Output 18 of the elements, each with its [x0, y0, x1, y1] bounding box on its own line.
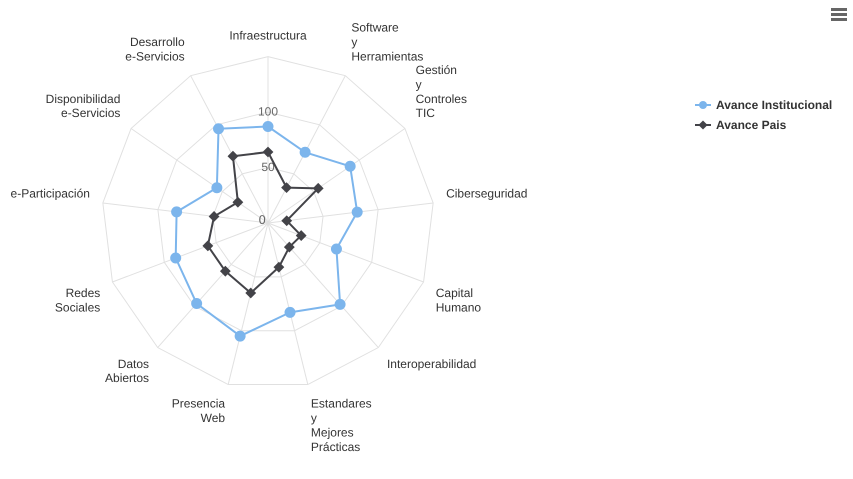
spoke-label: Presencia Web	[172, 396, 226, 426]
spoke-label: Software y Herramientas	[351, 20, 424, 64]
spoke-label: Desarrollo e-Servicios	[125, 34, 185, 64]
spoke-label: Redes Sociales	[54, 286, 100, 315]
spoke-label: Ciberseguridad	[446, 186, 528, 200]
legend-label: Avance Pais	[716, 118, 786, 132]
y-tick-label: 100	[258, 104, 278, 118]
legend-label: Avance Institucional	[716, 98, 832, 112]
spoke-label: Capital Humano	[436, 286, 482, 315]
spoke-label: e-Participación	[10, 186, 90, 200]
y-tick-label: 50	[261, 160, 275, 174]
spoke-label: Disponibilidad e-Servicios	[46, 92, 120, 120]
spoke-label: Gestión y Controles TIC	[416, 63, 467, 120]
spoke-label: Infraestructura	[229, 28, 308, 43]
spoke-label: Estandares y Mejores Prácticas	[310, 396, 372, 454]
spoke-label: Interoperabilidad	[386, 356, 476, 371]
y-tick-label: 0	[258, 213, 266, 228]
spoke-label: Datos Abiertos	[105, 356, 150, 386]
